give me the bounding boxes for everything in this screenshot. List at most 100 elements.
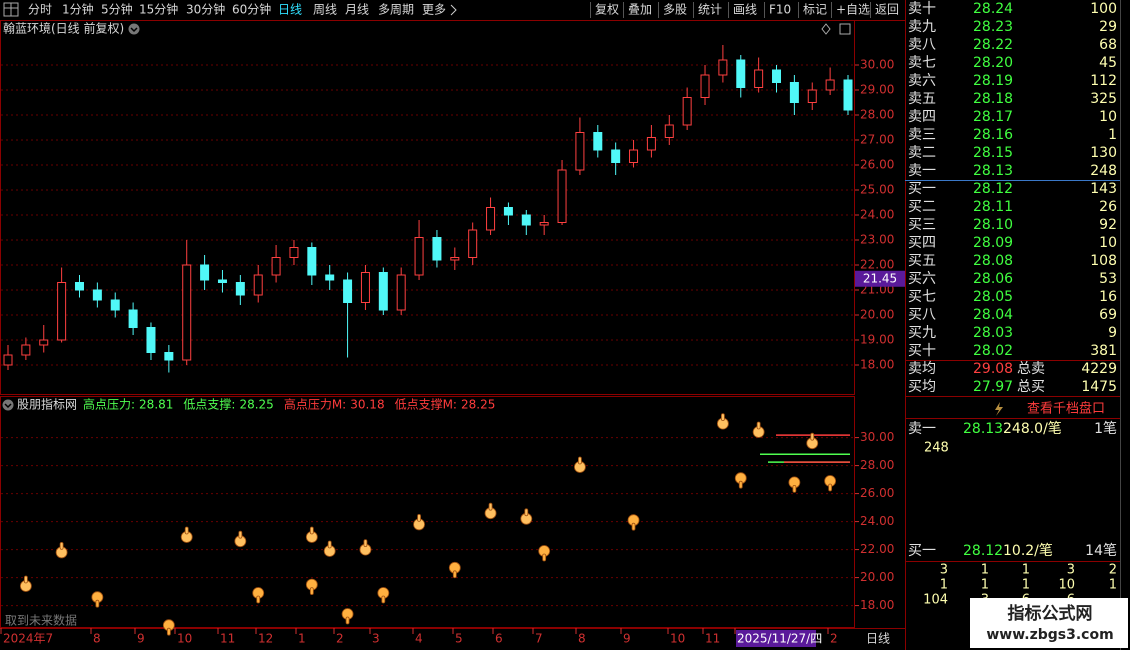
toolbar-button[interactable]: 叠加 <box>628 3 652 17</box>
candle-body <box>825 79 835 91</box>
toolbar-tab[interactable]: 1分钟 <box>62 2 94 17</box>
y-tick-label: 18.00 <box>860 598 894 612</box>
high-marker <box>234 530 247 548</box>
indicator-dropdown-chevron <box>4 403 12 409</box>
candle-body <box>521 214 531 226</box>
candle-body <box>629 149 639 163</box>
marker-finger <box>309 587 314 595</box>
queue-cell: 1 <box>940 578 948 593</box>
marker-finger <box>488 502 493 511</box>
summary-total-label: 总卖 <box>1017 361 1045 377</box>
candle-body <box>736 59 746 88</box>
depth-link[interactable]: 查看千档盘口 <box>1027 401 1105 417</box>
book-price: 28.24 <box>973 1 1013 17</box>
candle-body <box>128 309 138 328</box>
book-price: 28.11 <box>973 199 1013 215</box>
indicator-dropdown[interactable] <box>2 399 14 411</box>
queue-cell: 10 <box>1058 578 1075 593</box>
candle-body <box>718 59 728 76</box>
title-dropdown[interactable] <box>128 23 140 35</box>
book-price: 28.17 <box>973 109 1013 125</box>
toolbar-tab[interactable]: 30分钟 <box>186 2 225 17</box>
legend-value: 28.25 <box>461 398 495 412</box>
candle-body <box>253 274 263 296</box>
indicator-panel-border <box>0 396 855 628</box>
top-label: 卖一 <box>908 421 936 437</box>
book-volume: 69 <box>1099 307 1117 323</box>
candle-body <box>360 272 370 303</box>
toolbar-button[interactable]: 统计 <box>698 3 722 17</box>
summary-total-label: 总买 <box>1017 379 1045 395</box>
y-tick-label: 25.00 <box>860 183 894 197</box>
x-tick-label: 8 <box>93 632 101 646</box>
candle-body <box>772 69 782 83</box>
toolbar-button[interactable]: 多股 <box>663 3 687 17</box>
y-tick-label: 20.00 <box>860 570 894 584</box>
book-price: 28.22 <box>973 37 1013 53</box>
book-price: 28.23 <box>973 19 1013 35</box>
book-label: 卖四 <box>908 109 936 125</box>
y-tick-label: 22.00 <box>860 258 894 272</box>
toolbar-button[interactable]: 标记 <box>803 3 827 17</box>
queue-cell: 3 <box>1067 563 1075 578</box>
queue-cell: 1 <box>981 578 989 593</box>
marker-finger <box>166 627 171 636</box>
book-label: 买五 <box>908 253 936 269</box>
toolbar-tab[interactable]: 5分钟 <box>101 2 133 17</box>
toolbar-tab[interactable]: 15分钟 <box>139 2 178 17</box>
book-volume: 130 <box>1090 145 1117 161</box>
x-tick-label: 9 <box>623 632 631 646</box>
y-tick-label: 22.00 <box>860 542 894 556</box>
high-marker <box>574 456 586 473</box>
legend-name: 低点支撑: <box>183 397 235 412</box>
toolbar-button[interactable]: +自选 <box>836 3 870 17</box>
book-price: 28.03 <box>973 325 1013 341</box>
candle-body <box>39 339 49 346</box>
candle-body <box>682 97 692 126</box>
x-tick-label: 3 <box>372 632 380 646</box>
toolbar-tab[interactable]: 更多 <box>422 3 446 17</box>
summary-price: 27.97 <box>973 379 1013 395</box>
toolbar-button[interactable]: 复权 <box>595 3 619 17</box>
window-icon[interactable] <box>839 23 851 35</box>
cursor-price-label: 21.45 <box>863 271 897 285</box>
top-ask-detail: 248 <box>924 441 949 456</box>
toolbar-tab[interactable]: 分时 <box>28 3 52 17</box>
x-tick-label: 1 <box>298 632 306 646</box>
marker-finger <box>828 483 833 492</box>
candle-body <box>754 69 764 88</box>
candle-body <box>611 149 621 163</box>
watermark-box <box>970 598 1128 648</box>
x-tick-label: 6 <box>495 632 503 646</box>
high-marker <box>520 508 533 525</box>
more-chevron[interactable] <box>450 4 457 16</box>
high-marker <box>359 539 372 556</box>
marker-finger <box>256 595 261 604</box>
high-marker <box>752 421 765 438</box>
toolbar-tab[interactable]: 月线 <box>345 3 369 17</box>
candle-body <box>217 279 227 283</box>
candle-body <box>503 207 513 216</box>
toolbar-tab[interactable]: 周线 <box>313 3 337 17</box>
toolbar-tab[interactable]: 多周期 <box>378 3 414 17</box>
book-volume: 92 <box>1099 217 1117 233</box>
marker-finger <box>345 616 350 625</box>
candle-body <box>396 274 406 311</box>
low-marker <box>824 475 837 492</box>
high-marker <box>484 502 497 520</box>
book-price: 28.13 <box>973 163 1013 179</box>
toolbar-tab[interactable]: 日线 <box>278 3 302 17</box>
marker-finger <box>542 553 547 562</box>
candle-body <box>3 354 13 366</box>
book-volume: 53 <box>1099 271 1117 287</box>
book-price: 28.20 <box>973 55 1013 71</box>
x-tick-label: 5 <box>455 632 463 646</box>
toolbar-tab[interactable]: 60分钟 <box>232 2 271 17</box>
toolbar-button[interactable]: F10 <box>769 3 791 17</box>
toolbar-button[interactable]: 画线 <box>733 3 757 17</box>
candle-body <box>575 132 585 171</box>
toggle-icon[interactable] <box>821 23 831 35</box>
candle-body <box>325 274 335 281</box>
toolbar-button[interactable]: 返回 <box>875 3 899 17</box>
marker-finger <box>631 522 636 531</box>
